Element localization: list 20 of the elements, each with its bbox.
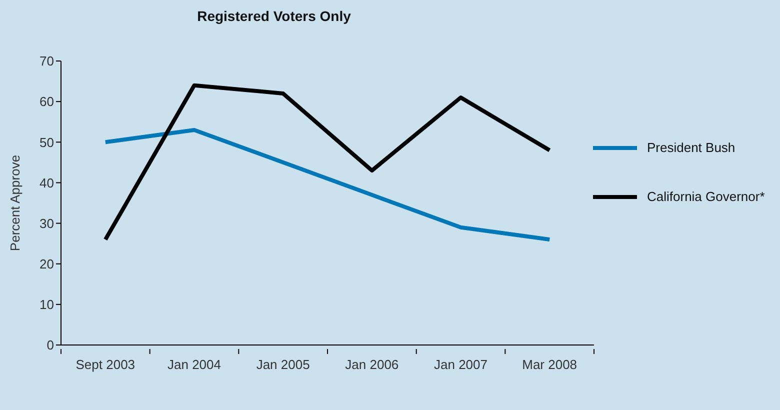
y-tick-label: 0 <box>46 338 54 353</box>
chart-title: Registered Voters Only <box>196 8 352 24</box>
x-tick-label: Jan 2007 <box>434 357 488 372</box>
x-tick-label: Sept 2003 <box>76 357 136 372</box>
y-axis-title: Percent Approve <box>8 154 23 252</box>
y-tick-label: 60 <box>40 94 54 110</box>
y-tick-label: 70 <box>40 54 54 69</box>
legend-label: President Bush <box>646 140 736 155</box>
legend-label: California Governor* <box>646 189 765 204</box>
line-series <box>103 83 552 242</box>
y-tick-label: 30 <box>40 216 54 231</box>
line-series <box>103 128 552 242</box>
y-tick-label: 10 <box>40 297 54 312</box>
y-tick-label: 50 <box>40 134 54 150</box>
x-tick-label: Jan 2005 <box>256 357 310 372</box>
y-tick-label: 20 <box>40 256 54 272</box>
x-tick-label: Mar 2008 <box>522 357 578 372</box>
x-tick-label: Jan 2006 <box>345 357 399 372</box>
x-tick-label: Jan 2004 <box>168 357 221 372</box>
y-tick-label: 40 <box>40 175 54 190</box>
